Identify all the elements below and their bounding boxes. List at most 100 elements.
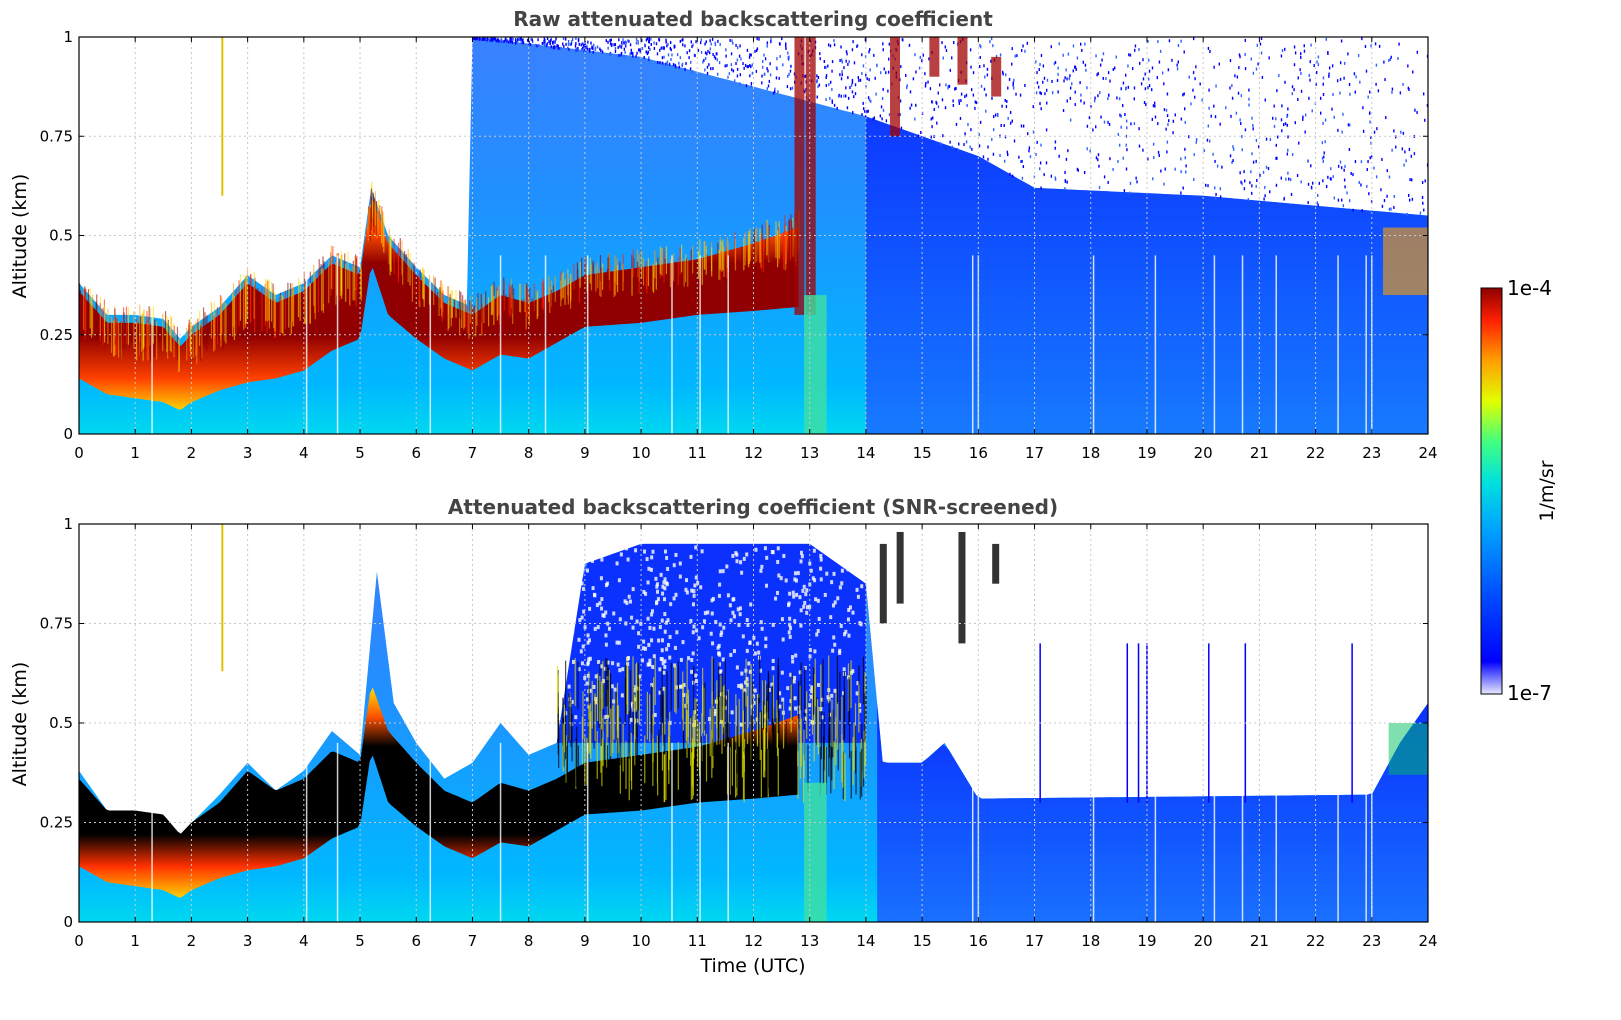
noise-speck bbox=[1074, 65, 1077, 69]
layer-texture bbox=[437, 291, 439, 321]
layer-texture bbox=[617, 738, 619, 786]
noise-speck bbox=[939, 83, 941, 87]
screened-speck bbox=[586, 660, 590, 665]
noise-speck bbox=[1125, 143, 1127, 147]
layer-texture bbox=[712, 708, 714, 757]
screened-speck bbox=[745, 552, 749, 557]
noise-speck bbox=[592, 46, 594, 50]
noise-speck bbox=[819, 52, 821, 56]
noise-speck bbox=[941, 98, 944, 102]
layer-texture bbox=[602, 263, 604, 290]
x-tick-label: 6 bbox=[411, 444, 421, 462]
screened-speck bbox=[684, 587, 688, 592]
colorbar-gradient bbox=[1480, 287, 1503, 695]
screened-speck bbox=[656, 589, 660, 594]
noise-speck bbox=[1018, 155, 1020, 159]
noise-speck bbox=[600, 48, 602, 52]
noise-speck bbox=[483, 37, 485, 41]
screened-speck bbox=[858, 571, 862, 576]
layer-texture bbox=[807, 744, 809, 793]
cloud-streak bbox=[991, 56, 1002, 97]
noise-speck bbox=[641, 47, 644, 51]
noise-speck bbox=[709, 47, 712, 51]
noise-speck bbox=[520, 37, 522, 41]
screened-speck bbox=[830, 693, 834, 698]
x-tick-label: 24 bbox=[1418, 444, 1437, 462]
noise-speck bbox=[1374, 42, 1377, 46]
noise-speck bbox=[833, 103, 836, 107]
noise-speck bbox=[1039, 167, 1041, 171]
noise-speck bbox=[1102, 76, 1104, 80]
noise-speck bbox=[628, 39, 630, 43]
layer-texture bbox=[273, 289, 275, 329]
noise-speck bbox=[599, 47, 601, 51]
noise-speck bbox=[750, 84, 752, 88]
noise-speck bbox=[543, 37, 546, 41]
noise-speck bbox=[1039, 63, 1041, 67]
noise-speck bbox=[824, 65, 826, 69]
layer-texture bbox=[848, 677, 850, 726]
layer-texture bbox=[164, 311, 167, 349]
screened-speck bbox=[763, 546, 767, 551]
layer-texture bbox=[750, 715, 752, 764]
noise-speck bbox=[521, 38, 524, 42]
noise-speck bbox=[919, 55, 922, 59]
noise-speck bbox=[1344, 164, 1346, 168]
layer-texture bbox=[591, 680, 593, 729]
layer-texture bbox=[521, 299, 523, 329]
layer-texture bbox=[601, 738, 603, 787]
noise-speck bbox=[629, 43, 632, 47]
noise-speck bbox=[1284, 80, 1286, 84]
layer-texture bbox=[454, 299, 456, 328]
screened-speck bbox=[759, 568, 763, 573]
screened-speck bbox=[856, 594, 860, 599]
screened-speck bbox=[781, 637, 785, 642]
noise-speck bbox=[1239, 55, 1241, 59]
noise-speck bbox=[882, 108, 885, 112]
layer-texture bbox=[292, 287, 295, 327]
noise-speck bbox=[1347, 123, 1350, 127]
screened-speck bbox=[583, 675, 587, 680]
layer-texture bbox=[762, 701, 764, 749]
x-tick-label: 16 bbox=[969, 444, 988, 462]
noise-speck bbox=[750, 81, 753, 85]
noise-speck bbox=[947, 86, 949, 90]
noise-speck bbox=[1317, 203, 1319, 207]
noise-speck bbox=[1276, 156, 1278, 160]
noise-speck bbox=[970, 65, 972, 69]
colorbar: 1e-4 1e-7 1/m/sr bbox=[1480, 276, 1558, 705]
screened-speck bbox=[633, 688, 637, 693]
layer-texture bbox=[692, 715, 694, 764]
layer-texture bbox=[475, 308, 477, 337]
screened-speck bbox=[646, 616, 650, 621]
noise-speck bbox=[624, 50, 626, 54]
noise-speck bbox=[648, 37, 650, 41]
noise-speck bbox=[578, 42, 580, 46]
noise-speck bbox=[1272, 116, 1274, 120]
layer-texture bbox=[668, 736, 670, 785]
noise-speck bbox=[645, 50, 647, 54]
screened-speck bbox=[812, 548, 816, 553]
screened-speck bbox=[695, 679, 699, 684]
screened-speck bbox=[771, 666, 775, 671]
noise-speck bbox=[1332, 93, 1334, 97]
noise-speck bbox=[623, 54, 625, 58]
layer-texture bbox=[135, 322, 138, 361]
layer-texture bbox=[724, 696, 726, 745]
screened-speck bbox=[690, 658, 694, 663]
noise-speck bbox=[491, 38, 494, 42]
x-tick-label: 15 bbox=[913, 932, 932, 950]
noise-speck bbox=[1147, 86, 1149, 90]
noise-speck bbox=[827, 64, 829, 68]
layer-texture bbox=[313, 264, 315, 306]
late-layer bbox=[1388, 723, 1428, 775]
noise-speck bbox=[733, 79, 736, 83]
noise-speck bbox=[1058, 42, 1060, 46]
noise-speck bbox=[1072, 69, 1074, 73]
screened-speck bbox=[800, 554, 804, 559]
noise-speck bbox=[749, 64, 751, 68]
noise-speck bbox=[1230, 114, 1232, 118]
screened-speck bbox=[815, 632, 819, 637]
screened-speck bbox=[746, 622, 750, 627]
noise-speck bbox=[1125, 73, 1127, 77]
